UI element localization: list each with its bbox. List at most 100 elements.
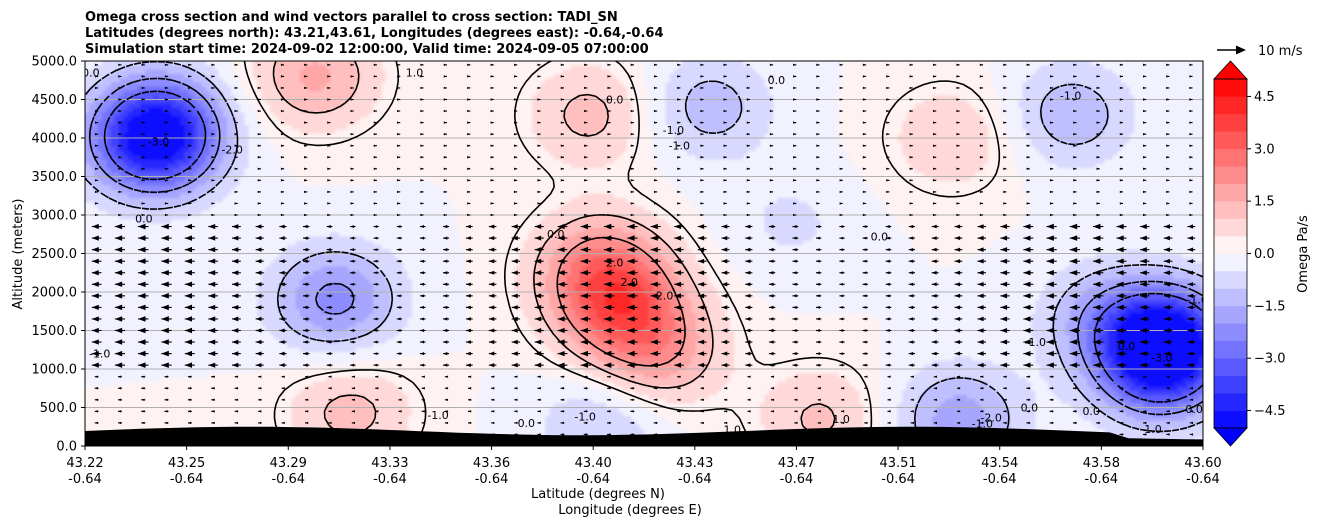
wind-vector-head <box>723 109 727 113</box>
wind-vector-head <box>1143 86 1147 90</box>
wind-vector-head <box>373 329 378 332</box>
wind-vector-head <box>161 327 169 334</box>
chart-title-line-1: Omega cross section and wind vectors par… <box>85 10 618 25</box>
wind-vector-head <box>1096 132 1100 136</box>
wind-vector-head <box>677 410 681 413</box>
wind-vector-head <box>211 410 215 413</box>
wind-vector-head <box>488 293 495 298</box>
wind-vector-head <box>326 259 331 263</box>
wind-vector-head <box>1093 246 1101 253</box>
wind-vector-head <box>211 202 215 205</box>
wind-vector-head <box>1026 132 1030 136</box>
wind-vector-head <box>1072 387 1077 390</box>
wind-vector-head <box>94 132 99 136</box>
wind-vector-head <box>817 398 821 401</box>
wind-vector-head <box>653 190 658 194</box>
wind-vector-head <box>1093 281 1101 288</box>
wind-vector-head <box>91 270 99 276</box>
wind-vector-head <box>488 236 495 241</box>
wind-vector-head <box>908 305 914 310</box>
wind-vector-head <box>607 132 611 136</box>
wind-vector-head <box>141 387 145 390</box>
wind-vector-head <box>1069 281 1078 288</box>
wind-vector-head <box>816 259 820 263</box>
wind-vector-head <box>208 235 216 241</box>
wind-vector-head <box>1046 362 1054 368</box>
wind-vector-head <box>862 98 867 101</box>
wind-vector-head <box>350 167 354 170</box>
wind-vector-head <box>490 179 494 182</box>
wind-vector-head <box>1073 179 1077 182</box>
wind-vector-head <box>580 339 589 345</box>
wind-vector-head <box>234 98 238 101</box>
wind-vector-head <box>326 236 331 240</box>
colorbar-extend-min <box>1213 427 1248 447</box>
wind-vector-head <box>839 225 844 228</box>
wind-vector-head <box>397 190 401 194</box>
wind-vector-head <box>746 75 750 78</box>
wind-vector-head <box>768 236 774 240</box>
wind-vector-head <box>603 316 612 322</box>
wind-vector-head <box>1026 75 1030 78</box>
wind-vector-head <box>188 109 192 113</box>
wind-vector-head <box>141 86 145 90</box>
wind-vector-head <box>560 190 564 194</box>
x-tick-label-latitude: 43.47 <box>778 456 815 471</box>
wind-vector-head <box>674 304 682 310</box>
wind-vector-head <box>397 75 401 78</box>
wind-vector-head <box>584 98 588 101</box>
wind-vector-head <box>980 410 984 413</box>
wind-vector-head <box>607 63 611 67</box>
wind-vector-head <box>1142 410 1147 413</box>
wind-vector-head <box>1072 410 1077 413</box>
wind-vector-head <box>117 387 122 390</box>
wind-vector-head <box>793 190 797 194</box>
wind-vector-head <box>700 375 704 378</box>
wind-vector-head <box>141 144 145 147</box>
wind-vector-head <box>1003 202 1007 205</box>
wind-vector-head <box>864 410 868 413</box>
wind-vector-head <box>583 375 588 378</box>
wind-vector-head <box>511 316 518 322</box>
wind-vector-head <box>373 75 377 78</box>
wind-vector-head <box>1093 304 1101 311</box>
wind-vector-head <box>396 225 401 228</box>
wind-vector-head <box>327 109 331 113</box>
wind-vector-head <box>231 351 239 356</box>
x-tick-label-latitude: 43.40 <box>575 456 612 471</box>
wind-vector-head <box>443 132 447 136</box>
wind-vector-head <box>419 328 424 333</box>
wind-vector-head <box>580 304 589 311</box>
wind-vector-head <box>1140 293 1147 299</box>
wind-vector-head <box>674 339 682 345</box>
wind-vector-head <box>443 213 447 217</box>
wind-vector-head <box>396 282 401 286</box>
wind-vector-head <box>816 121 820 124</box>
wind-vector-head <box>630 121 634 124</box>
wind-vector-head <box>1166 375 1170 378</box>
wind-vector-head <box>723 156 727 159</box>
wind-vector-head <box>1069 235 1078 241</box>
wind-vector-head <box>1119 179 1124 182</box>
wind-vector-head <box>91 316 99 322</box>
wind-vector-head <box>513 132 518 136</box>
wind-vector-head <box>603 235 612 241</box>
wind-vector-head <box>375 398 379 401</box>
wind-vector-head <box>560 75 564 78</box>
wind-vector-head <box>560 167 564 170</box>
wind-vector-head <box>931 282 937 287</box>
wind-vector-head <box>584 156 588 159</box>
wind-vector-head <box>580 350 589 357</box>
wind-vector-head <box>979 86 984 90</box>
wind-vector-head <box>305 421 309 425</box>
wind-vector-head <box>184 270 193 276</box>
wind-vector-head <box>677 75 681 78</box>
colorbar-segment <box>1214 340 1247 359</box>
wind-vector-head <box>280 132 285 136</box>
wind-vector-head <box>396 305 401 309</box>
colorbar-tick-label: 1.5 <box>1254 195 1275 210</box>
wind-vector-head <box>1046 235 1054 241</box>
wind-vector-head <box>94 156 99 159</box>
wind-vector-head <box>557 362 565 368</box>
wind-vector-head <box>350 179 354 182</box>
